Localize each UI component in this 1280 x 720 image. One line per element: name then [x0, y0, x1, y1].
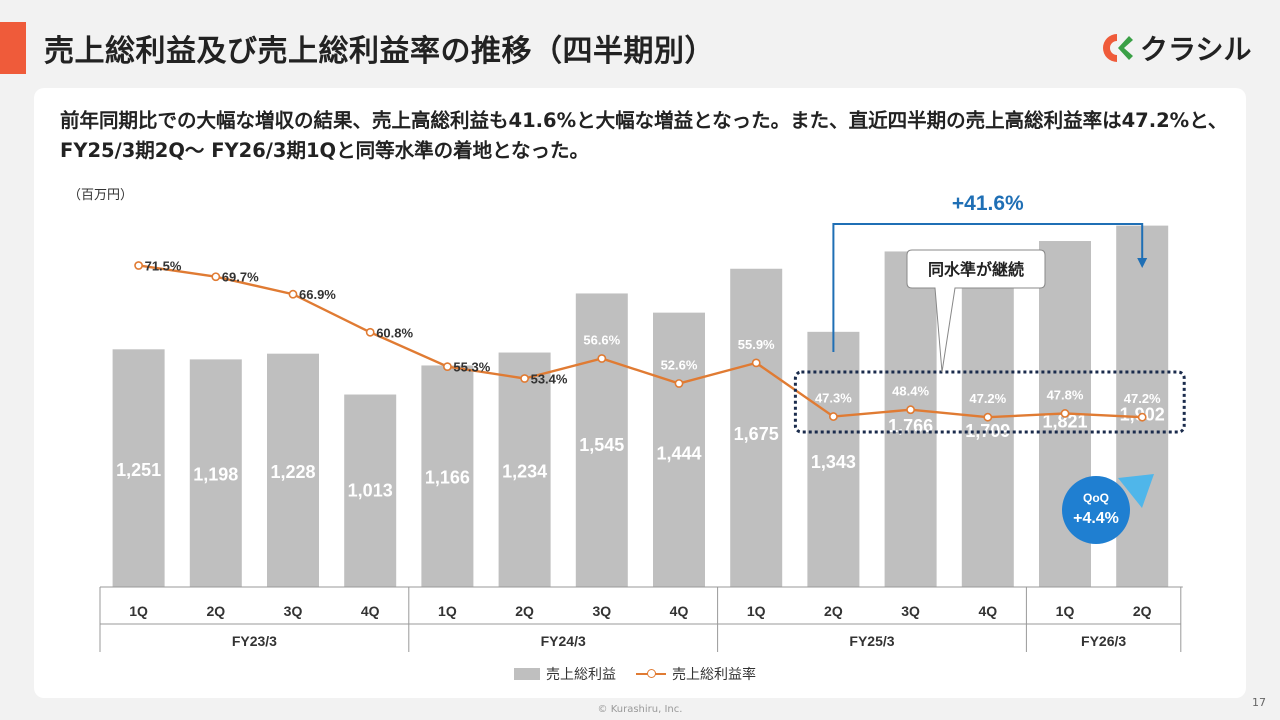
brand-logo: クラシル: [1100, 28, 1251, 68]
page-number: 17: [1252, 696, 1266, 709]
legend-bar-swatch: [514, 668, 540, 680]
quarter-label-10: 2Q: [824, 603, 843, 619]
margin-label-13: 47.8%: [1047, 387, 1084, 402]
quarter-label-7: 3Q: [592, 603, 611, 619]
unit-label: （百万円）: [68, 188, 134, 203]
bar-value-label-9: 1,675: [734, 424, 779, 444]
margin-point-6: [520, 374, 529, 383]
quarter-label-4: 4Q: [361, 603, 380, 619]
margin-label-6: 53.4%: [531, 371, 568, 386]
legend-line-label: 売上総利益率: [672, 667, 756, 683]
stable-range-box: [793, 370, 1186, 434]
quarter-label-6: 2Q: [515, 603, 534, 619]
fiscal-year-label-2: FY24/3: [541, 633, 586, 649]
bar-value-label-12: 1,709: [965, 421, 1010, 441]
callout-bubble: [906, 249, 1046, 373]
margin-label-4: 60.8%: [376, 325, 413, 340]
margin-point-11: [906, 405, 915, 415]
legend-bar-label: 売上総利益: [546, 667, 616, 683]
bar-value-label-1: 1,251: [116, 460, 161, 480]
quarter-label-1: 1Q: [129, 603, 148, 619]
bar-value-label-5: 1,166: [425, 467, 470, 487]
margin-label-11: 48.4%: [892, 384, 929, 399]
copyright: © Kurashiru, Inc.: [597, 704, 683, 715]
margin-line: [138, 264, 1143, 419]
fiscal-year-label-1: FY23/3: [232, 633, 277, 649]
qoq-badge-value: +4.4%: [1073, 510, 1119, 527]
margin-label-12: 47.2%: [969, 391, 1006, 406]
margin-point-12: [983, 412, 993, 422]
quarter-label-12: 4Q: [978, 603, 997, 619]
yoy-growth-label: +41.6%: [952, 192, 1024, 215]
margin-label-2: 69.7%: [222, 270, 259, 285]
bar-value-label-8: 1,444: [656, 444, 701, 464]
callout-text: 同水準が継続: [928, 260, 1024, 279]
bar-value-label-2: 1,198: [193, 465, 238, 485]
qoq-arrow-icon: [1118, 474, 1154, 508]
legend-line-swatch: [636, 669, 666, 678]
margin-point-5: [442, 362, 452, 372]
bar-1: [112, 349, 165, 587]
margin-label-3: 66.9%: [299, 287, 336, 302]
quarter-label-13: 1Q: [1056, 603, 1075, 619]
bar-value-label-4: 1,013: [348, 480, 393, 500]
qoq-badge: [1062, 476, 1130, 544]
quarter-label-3: 3Q: [284, 603, 303, 619]
bar-value-label-13: 1,821: [1042, 411, 1087, 431]
bar-5: [421, 365, 474, 587]
margin-point-13: [1060, 409, 1070, 418]
summary-text: 前年同期比での大幅な増収の結果、売上高総利益も41.6%と大幅な増益となった。ま…: [60, 109, 1228, 162]
margin-label-7: 56.6%: [583, 333, 620, 348]
yoy-arrow-head: [1137, 258, 1148, 268]
margin-label-1: 71.5%: [145, 258, 182, 273]
margin-point-8: [674, 379, 684, 388]
margin-label-9: 55.9%: [738, 337, 775, 352]
margin-point-10: [829, 412, 838, 421]
margin-label-14: 47.2%: [1124, 391, 1161, 406]
page-title: 売上総利益及び売上総利益率の推移（四半期別）: [44, 34, 715, 69]
kurashiru-logo-icon: [1103, 34, 1133, 62]
margin-point-14: [1137, 412, 1147, 422]
title-accent-bar: [0, 22, 26, 74]
fiscal-year-label-4: FY26/3: [1081, 633, 1126, 649]
bar-value-label-7: 1,545: [579, 435, 624, 455]
bar-12: [961, 262, 1014, 587]
yoy-bracket: [832, 223, 1144, 352]
margin-point-1: [134, 261, 143, 270]
quarter-label-8: 4Q: [670, 603, 689, 619]
fiscal-year-label-3: FY25/3: [849, 633, 894, 649]
margin-point-9: [751, 358, 761, 368]
bar-3: [267, 353, 319, 587]
logo-text: クラシル: [1140, 33, 1252, 66]
quarter-label-9: 1Q: [747, 603, 766, 619]
bar-8: [653, 312, 705, 587]
quarter-label-14: 2Q: [1133, 603, 1152, 619]
bar-7: [575, 293, 628, 587]
margin-point-3: [288, 289, 298, 299]
quarter-label-2: 2Q: [206, 603, 225, 619]
quarter-label-5: 1Q: [438, 603, 457, 619]
margin-point-4: [365, 327, 375, 337]
margin-point-2: [211, 272, 221, 282]
bar-9: [730, 268, 783, 587]
bar-value-label-6: 1,234: [502, 461, 547, 481]
bar-11: [884, 251, 937, 587]
chart-legend: 売上総利益 売上総利益率: [514, 664, 756, 684]
bar-2: [189, 359, 242, 587]
margin-label-10: 47.3%: [815, 391, 852, 406]
bar-4: [344, 394, 397, 587]
qoq-badge-title: QoQ: [1083, 491, 1109, 505]
margin-label-5: 55.3%: [453, 360, 490, 375]
bar-value-label-10: 1,343: [811, 452, 856, 472]
bar-6: [498, 352, 551, 587]
margin-point-7: [597, 354, 607, 363]
bar-10: [807, 331, 860, 587]
margin-label-8: 52.6%: [661, 357, 698, 372]
bar-value-label-3: 1,228: [270, 462, 315, 482]
quarter-label-11: 3Q: [901, 603, 920, 619]
